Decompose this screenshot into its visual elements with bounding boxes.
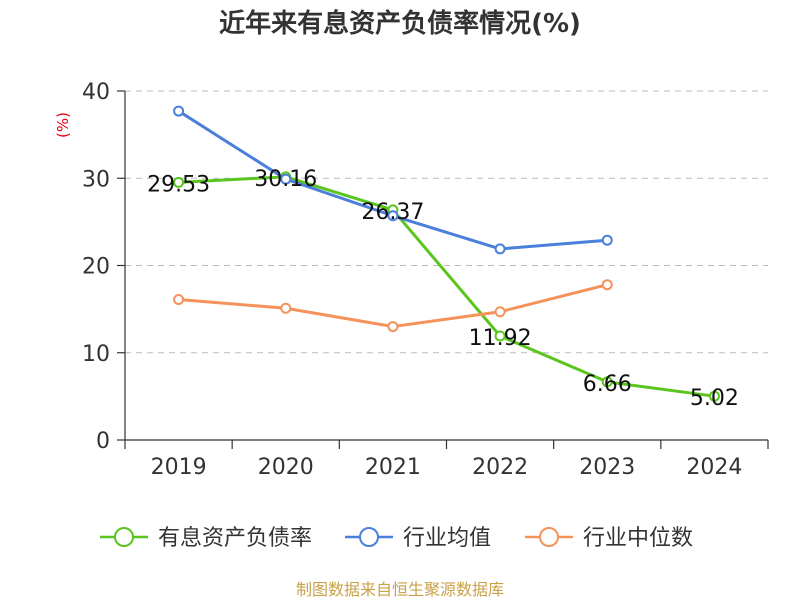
data-point-industry_median (494, 306, 506, 318)
gridlines (125, 90, 768, 354)
legend-label-debt_ratio: 有息资产负债率 (158, 526, 312, 551)
x-tick-label: 2023 (579, 455, 635, 480)
data-point-industry_mean (601, 234, 613, 246)
data-point-industry_median (601, 279, 613, 291)
x-tick-label: 2020 (258, 455, 314, 480)
series-line-industry_median (178, 283, 608, 329)
data-point-industry_median (387, 321, 399, 333)
data-label: 30.16 (254, 167, 317, 192)
legend-marker-industry_mean (359, 527, 379, 547)
y-tick-label: 30 (82, 167, 110, 192)
data-labels: 29.53 30.16 26.37 11.92 6.66 5.02 (147, 167, 739, 411)
legend-marker-debt_ratio (114, 527, 134, 547)
data-label: 26.37 (361, 200, 424, 225)
data-point-industry_mean (494, 243, 506, 255)
data-point-industry_median (280, 302, 292, 314)
x-tick-label: 2024 (686, 455, 742, 480)
legend-label-industry_mean: 行业均值 (403, 526, 491, 551)
legend-marker-industry_median (539, 527, 559, 547)
data-point-industry_mean (387, 210, 399, 222)
data-point-industry_mean (280, 173, 292, 185)
data-point-debt_ratio (708, 390, 720, 402)
data-label: 5.02 (690, 386, 739, 411)
data-point-debt_ratio (601, 376, 613, 388)
legend-label-industry_median: 行业中位数 (583, 526, 693, 551)
data-point-debt_ratio (494, 330, 506, 342)
data-label: 6.66 (583, 372, 632, 397)
y-tick-label: 20 (82, 255, 110, 280)
data-label: 29.53 (147, 172, 210, 197)
y-tick-label: 0 (96, 429, 110, 454)
data-point-industry_mean (173, 105, 185, 117)
series (173, 105, 720, 402)
data-point-debt_ratio (173, 176, 185, 188)
y-tick-label: 10 (82, 342, 110, 367)
series-line-debt_ratio (178, 175, 715, 398)
source-note: 制图数据来自恒生聚源数据库 (296, 580, 504, 599)
x-tick-label: 2019 (151, 455, 207, 480)
x-tick-label: 2021 (365, 455, 421, 480)
chart-title: 近年来有息资产负债率情况(%) (219, 8, 581, 39)
data-label: 11.92 (469, 326, 532, 351)
data-point-industry_median (173, 294, 185, 306)
y-tick-label: 40 (82, 80, 110, 105)
axes: 0 10 20 30 40 2019 2020 2021 2022 2023 2024 (82, 80, 769, 480)
y-axis-unit: (%) (54, 112, 72, 138)
x-tick-label: 2022 (472, 455, 528, 480)
legend: 有息资产负债率 行业均值 行业中位数 (100, 526, 693, 551)
